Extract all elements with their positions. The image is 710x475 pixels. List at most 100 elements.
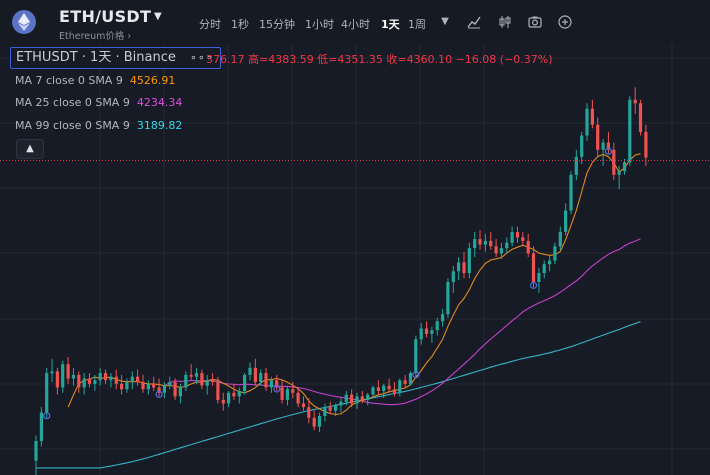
candle-body xyxy=(478,239,482,245)
candle-body xyxy=(558,232,562,247)
timeframe-tab-4h[interactable]: 4小时 xyxy=(341,18,370,31)
candle-body xyxy=(210,380,215,383)
candle-body xyxy=(628,99,632,163)
add-icon[interactable] xyxy=(557,14,573,30)
candle-body xyxy=(291,389,295,393)
candle-body xyxy=(617,171,621,175)
candle-body xyxy=(323,407,327,416)
candle-body xyxy=(39,412,43,442)
candle-body xyxy=(114,376,118,384)
candle-body xyxy=(104,373,108,381)
candle-body xyxy=(644,131,648,158)
candle-body xyxy=(387,385,391,390)
timeframe-tab-1w[interactable]: 1周 xyxy=(408,18,426,31)
ethereum-diamond-icon xyxy=(12,10,36,34)
candle-body xyxy=(45,373,49,413)
camera-icon[interactable] xyxy=(527,14,543,30)
timeframe-tab-15m[interactable]: 15分钟 xyxy=(259,18,295,31)
chart-header: ETH/USDT ▼ Ethereum价格 › 分时 1秒 15分钟 1小时 4… xyxy=(0,0,710,44)
event-marker-icon xyxy=(155,390,163,398)
candle-body xyxy=(489,240,493,247)
price-chart[interactable] xyxy=(0,44,710,475)
chevron-down-icon[interactable]: ▼ xyxy=(441,16,449,27)
candle-body xyxy=(77,374,81,388)
ma7-legend[interactable]: MA 7 close 0 SMA 9 4526.91 xyxy=(15,74,175,87)
candle-body xyxy=(446,282,450,315)
candle-body xyxy=(253,367,257,383)
candle-body xyxy=(596,124,600,150)
timeframe-tab-1d[interactable]: 1天 xyxy=(381,18,400,31)
event-marker-icon xyxy=(604,147,613,155)
symbol-legend-label: ETHUSDT · 1天 · Binance xyxy=(16,50,176,65)
candle-body xyxy=(189,374,193,377)
pair-subtitle-link[interactable]: Ethereum价格 › xyxy=(59,31,132,42)
candle-body xyxy=(237,391,241,397)
ma7-value: 4526.91 xyxy=(129,74,176,87)
event-marker-icon xyxy=(273,385,281,393)
ma99-legend[interactable]: MA 99 close 0 SMA 9 3189.82 xyxy=(15,119,182,132)
timeframe-tab-1s[interactable]: 1秒 xyxy=(231,18,249,31)
event-marker-icon xyxy=(529,281,538,289)
candle-body xyxy=(227,392,231,404)
candle-body xyxy=(120,383,124,390)
candle-body xyxy=(633,99,637,104)
event-marker-icon xyxy=(43,412,51,420)
candle-body xyxy=(184,374,188,388)
candle-body xyxy=(494,246,498,254)
candle-body xyxy=(216,382,220,400)
candle-body xyxy=(457,262,461,272)
ohlc-readout: 376.17 高=4383.59 低=4351.35 收=4360.10 −16… xyxy=(206,53,553,66)
candle-body xyxy=(66,364,70,379)
candle-body xyxy=(61,364,65,388)
candle-body xyxy=(537,273,541,282)
candle-body xyxy=(366,394,370,400)
indicator-icon[interactable] xyxy=(466,14,482,30)
candle-body xyxy=(542,264,546,273)
candle-body xyxy=(82,378,86,388)
candle-body xyxy=(601,142,605,150)
candle-body xyxy=(162,385,166,393)
candle-body xyxy=(473,239,477,248)
candle-body xyxy=(451,271,455,282)
candle-body xyxy=(173,382,177,397)
ma99-label: MA 99 close 0 SMA 9 xyxy=(15,119,130,132)
candle-body xyxy=(136,376,140,383)
ma7-label: MA 7 close 0 SMA 9 xyxy=(15,74,123,87)
timeframe-tab-tick[interactable]: 分时 xyxy=(199,18,221,31)
ma25-legend[interactable]: MA 25 close 0 SMA 9 4234.34 xyxy=(15,96,182,109)
candle-body xyxy=(93,380,97,384)
chevron-up-icon[interactable]: ▲ xyxy=(16,139,44,159)
candle-body xyxy=(515,232,520,238)
candle-body xyxy=(334,405,338,411)
event-marker-icon xyxy=(412,371,420,379)
candle-body xyxy=(424,328,429,334)
candle-body xyxy=(548,260,552,265)
candle-body xyxy=(152,383,156,388)
symbol-legend[interactable]: ETHUSDT · 1天 · Binance ∘∘∘ xyxy=(10,47,221,69)
candle-body xyxy=(398,380,402,393)
candle-body xyxy=(403,380,407,384)
candle-body xyxy=(34,441,38,461)
pair-dropdown-icon[interactable]: ▼ xyxy=(154,11,162,22)
candle-body xyxy=(194,373,199,377)
candle-body xyxy=(590,108,594,125)
candle-body xyxy=(248,367,252,375)
candle-body xyxy=(462,262,466,274)
candle-body xyxy=(531,253,536,282)
candle-body xyxy=(553,246,557,261)
candle-body xyxy=(622,162,627,172)
pair-title[interactable]: ETH/USDT xyxy=(59,7,152,26)
candle-body xyxy=(612,149,616,175)
candle-body xyxy=(200,373,204,386)
timeframe-tab-1h[interactable]: 1小时 xyxy=(305,18,334,31)
candle-body xyxy=(280,387,284,400)
candle-body xyxy=(521,237,525,241)
candlestick-chart[interactable] xyxy=(0,44,710,475)
candle-body xyxy=(360,396,364,400)
more-options-icon[interactable]: ∘∘∘ xyxy=(189,51,214,64)
candlestick-type-icon[interactable] xyxy=(497,14,513,30)
candle-body xyxy=(221,399,225,404)
candle-body xyxy=(243,374,247,391)
candle-body xyxy=(339,401,343,406)
candle-body xyxy=(526,240,530,254)
